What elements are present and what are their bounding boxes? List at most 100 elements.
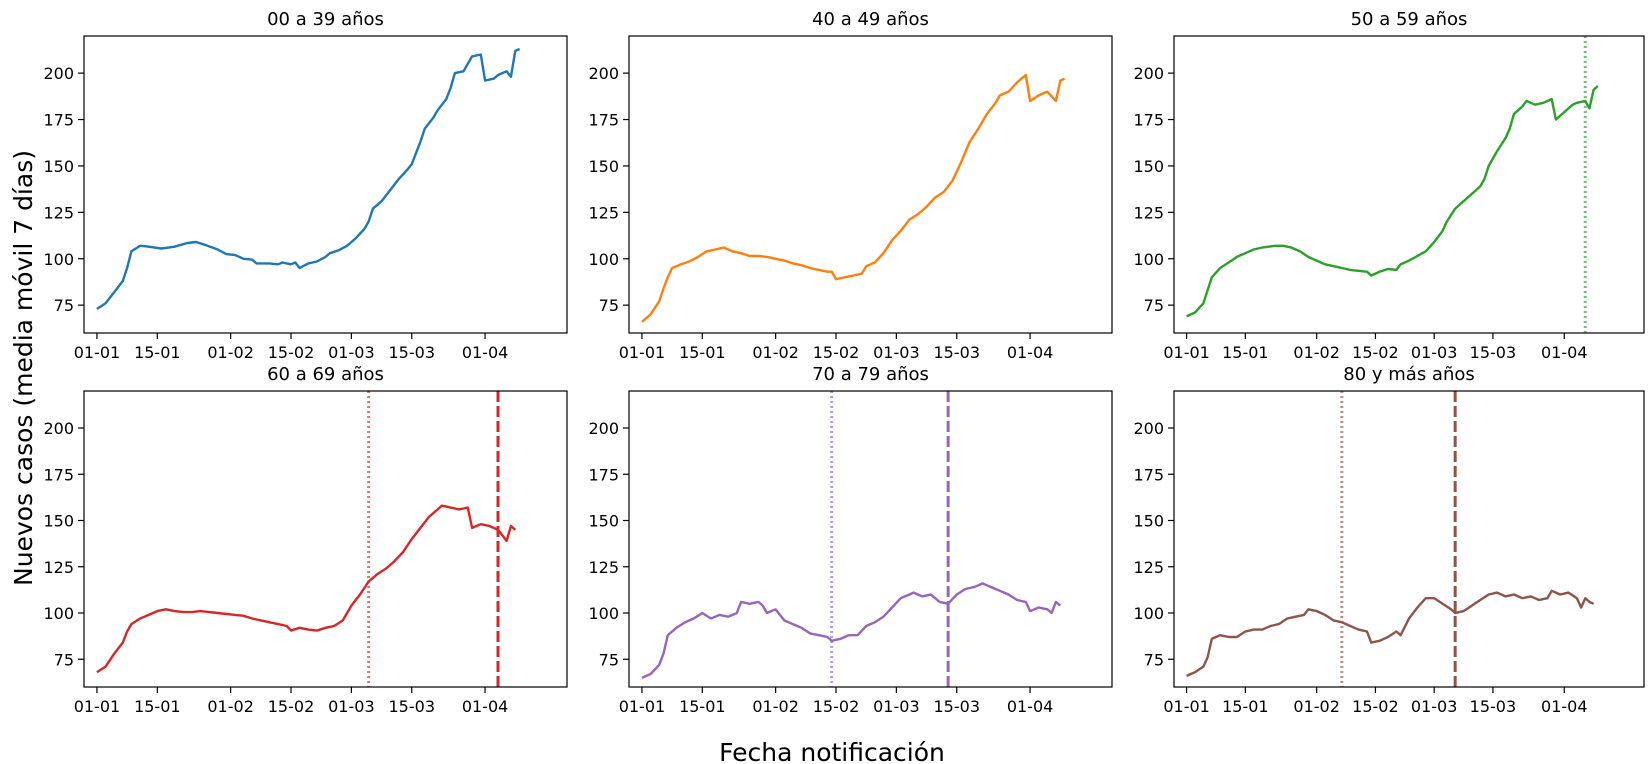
subplot-6: 80 y más años 75 100 125 150 175 200 01-01 15-01…	[1133, 364, 1645, 716]
y-tick-label: 100	[43, 604, 74, 623]
x-tick-label: 01-03	[873, 343, 920, 362]
x-tick-label: 15-02	[813, 343, 860, 362]
x-tick-label: 15-03	[389, 343, 436, 362]
x-tick-label: 01-03	[873, 697, 920, 716]
x-tick-label: 01-04	[1541, 343, 1588, 362]
x-tick-label: 01-02	[1293, 343, 1340, 362]
y-tick-label: 100	[43, 250, 74, 269]
y-tick-label: 175	[1133, 465, 1164, 484]
axes-frame	[628, 390, 1113, 688]
subplot-2: 40 a 49 años 75 100 125 150 175 200 01-01 15-01 0…	[588, 9, 1113, 362]
y-tick-label: 125	[588, 203, 619, 222]
y-tick-label: 100	[1133, 604, 1164, 623]
y-tick-label: 175	[588, 111, 619, 130]
x-tick-label: 01-04	[462, 343, 509, 362]
y-tick-label: 150	[43, 157, 74, 176]
y-tick-label: 75	[599, 650, 619, 669]
x-tick-label: 15-02	[268, 697, 315, 716]
x-tick-label: 01-02	[207, 697, 254, 716]
series-line	[641, 582, 1062, 679]
x-tick-label: 01-01	[74, 697, 121, 716]
axes-frame	[83, 390, 568, 688]
y-tick-label: 125	[1133, 203, 1164, 222]
series-line	[1186, 589, 1595, 677]
x-tick-label: 15-03	[934, 343, 981, 362]
y-tick-label: 200	[43, 419, 74, 438]
y-tick-label: 150	[1133, 512, 1164, 531]
subplot-4: 60 a 69 años 75 100 125 150 175 200 01-01 15-01 0…	[43, 364, 568, 716]
subplot-5: 70 a 79 años 75 100 125 150 175 200 01-01 15-01 0…	[588, 364, 1113, 716]
x-tick-label: 01-02	[752, 343, 799, 362]
x-tick-label: 15-01	[134, 343, 181, 362]
y-tick-label: 125	[43, 203, 74, 222]
y-tick-label: 125	[1133, 558, 1164, 577]
y-tick-label: 200	[1133, 419, 1164, 438]
axes-frame	[83, 35, 568, 334]
x-tick-label: 01-03	[328, 343, 375, 362]
y-tick-label: 200	[588, 64, 619, 83]
x-tick-label: 15-03	[1470, 697, 1517, 716]
y-tick-label: 75	[1144, 296, 1164, 315]
x-tick-label: 15-01	[1222, 343, 1269, 362]
axes-frame	[1173, 390, 1645, 688]
series-line	[641, 73, 1066, 323]
y-tick-label: 75	[599, 296, 619, 315]
subplot-title: 60 a 69 años	[267, 364, 384, 385]
axes-frame	[1173, 35, 1645, 334]
x-tick-label: 15-02	[813, 697, 860, 716]
x-tick-label: 01-03	[1411, 697, 1458, 716]
x-tick-label: 15-01	[134, 697, 181, 716]
subplot-3: 50 a 59 años 75 100 125 150 175 200 01-01 15-01 0…	[1133, 9, 1645, 362]
x-tick-label: 01-02	[207, 343, 254, 362]
figure-ylabel: Nuevos casos (media móvil 7 días)	[9, 150, 38, 586]
series-line	[1186, 85, 1599, 318]
x-tick-label: 15-03	[389, 697, 436, 716]
y-tick-label: 100	[588, 604, 619, 623]
x-tick-label: 01-04	[1007, 697, 1054, 716]
subplot-title: 70 a 79 años	[812, 364, 929, 385]
y-tick-label: 200	[1133, 64, 1164, 83]
y-tick-label: 125	[43, 558, 74, 577]
x-tick-label: 15-01	[679, 697, 726, 716]
y-tick-label: 75	[54, 296, 74, 315]
x-tick-label: 15-03	[934, 697, 981, 716]
figure-xlabel: Fecha notificación	[719, 738, 945, 764]
x-tick-label: 01-04	[1007, 343, 1054, 362]
y-tick-label: 200	[588, 419, 619, 438]
y-tick-label: 175	[588, 465, 619, 484]
subplot-title: 50 a 59 años	[1351, 9, 1468, 30]
subplot-title: 40 a 49 años	[812, 9, 929, 30]
x-tick-label: 01-04	[1541, 697, 1588, 716]
x-tick-label: 01-02	[1293, 697, 1340, 716]
subplot-grid: 00 a 39 años 75 100 125 150 175 200 01-01 15-01 0…	[43, 9, 1645, 716]
subplot-title: 00 a 39 años	[267, 9, 384, 30]
subplot-title: 80 y más años	[1343, 364, 1475, 385]
x-tick-label: 15-02	[1352, 343, 1399, 362]
y-tick-label: 100	[1133, 250, 1164, 269]
x-tick-label: 01-03	[328, 697, 375, 716]
y-tick-label: 150	[588, 157, 619, 176]
x-tick-label: 15-03	[1470, 343, 1517, 362]
y-tick-label: 75	[1144, 650, 1164, 669]
x-tick-label: 15-01	[679, 343, 726, 362]
x-tick-label: 15-01	[1222, 697, 1269, 716]
y-tick-label: 150	[43, 512, 74, 531]
y-tick-label: 175	[43, 465, 74, 484]
y-tick-label: 200	[43, 64, 74, 83]
x-tick-label: 01-03	[1411, 343, 1458, 362]
x-tick-label: 01-01	[619, 697, 666, 716]
x-tick-label: 01-01	[74, 343, 121, 362]
y-tick-label: 150	[588, 512, 619, 531]
series-line	[96, 504, 517, 674]
x-tick-label: 01-01	[1163, 697, 1210, 716]
series-line	[96, 47, 521, 310]
y-tick-label: 175	[43, 111, 74, 130]
x-tick-label: 01-01	[619, 343, 666, 362]
x-tick-label: 15-02	[268, 343, 315, 362]
x-tick-label: 15-02	[1352, 697, 1399, 716]
y-tick-label: 175	[1133, 111, 1164, 130]
x-tick-label: 01-04	[462, 697, 509, 716]
y-tick-label: 75	[54, 650, 74, 669]
y-tick-label: 150	[1133, 157, 1164, 176]
